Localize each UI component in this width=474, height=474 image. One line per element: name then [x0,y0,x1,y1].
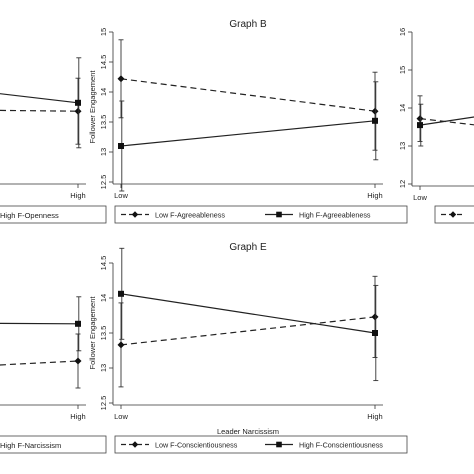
y-tick-label: 13 [99,364,108,372]
series-line-high [0,322,79,325]
data-point [74,107,82,115]
data-point [416,115,424,123]
series-line-high [120,120,376,147]
data-point [371,107,379,115]
legend-marker [276,441,282,448]
series-line-high [419,116,474,126]
series-line-high [120,293,376,334]
legend-label: Low F-Agreeableness [155,211,225,220]
y-tick-label: 15 [99,28,108,36]
y-tick-label: 15 [398,66,407,74]
legend-label: High F-Narcissism [0,441,61,450]
data-point [371,313,379,321]
data-point [372,330,378,336]
data-point [417,122,423,129]
legend-marker [449,211,457,218]
panel-title: Graph E [229,242,267,253]
legend-marker [131,211,139,218]
y-tick-label: 12.5 [99,396,108,411]
legend-box [0,435,107,454]
y-tick-label: 13 [398,142,407,150]
data-point [118,143,124,149]
legend-label: High F-Agreeableness [299,211,371,220]
panel-title: Graph B [229,19,267,30]
panel-c: 12 13 14 15 16 Low [398,28,474,224]
y-tick-label: 16 [398,28,407,36]
series-line-low [0,109,79,112]
y-tick-label: 13 [99,148,108,156]
y-axis-label: Follower Engagement [88,70,97,144]
x-tick-label: Low [114,191,128,200]
data-point [75,320,81,327]
legend-label: Low F-Conscientiousness [155,441,238,450]
data-point [75,99,81,106]
x-axis-label: Leader Narcissism [217,427,279,436]
legend-marker [131,441,139,448]
panel-a: High High F-Openness [0,57,107,224]
y-tick-label: 14.5 [99,55,108,70]
x-tick-label: High [70,412,85,421]
x-tick-label: High [367,191,382,200]
legend-marker [276,211,282,218]
panel-b: Graph B 12.5 13 13.5 14 14.5 15 Follower Engage… [88,19,408,224]
series-line-low [120,316,376,346]
y-tick-label: 13.5 [99,115,108,130]
data-point [117,75,125,83]
data-point [74,357,82,365]
legend-box [114,435,408,454]
y-tick-label: 14 [99,294,108,302]
x-tick-label: High [70,191,85,200]
y-tick-label: 14 [99,88,108,96]
y-tick-label: 12 [398,180,407,188]
series-line-low [120,78,376,112]
y-tick-label: 13.5 [99,326,108,341]
x-tick-label: Low [114,412,128,421]
data-point [372,117,378,124]
panel-d: High High F-Narcissism [0,296,107,454]
panel-e: Graph E 12.5 13 13.5 14 14.5 Follower Engageme… [88,242,408,454]
y-axis-label: Follower Engagement [88,296,97,370]
x-tick-label: High [367,412,382,421]
y-tick-label: 14.5 [99,256,108,271]
legend-label: High F-Conscientiousness [299,441,383,450]
legend-box [114,205,408,224]
y-tick-label: 14 [398,104,407,112]
x-tick-label: Low [413,193,427,202]
legend-box [0,205,107,224]
data-point [118,290,124,297]
data-point [117,341,125,349]
series-line-low [0,360,79,366]
legend-label: High F-Openness [0,211,59,220]
series-line-high [0,93,79,104]
y-tick-label: 12.5 [99,175,108,190]
